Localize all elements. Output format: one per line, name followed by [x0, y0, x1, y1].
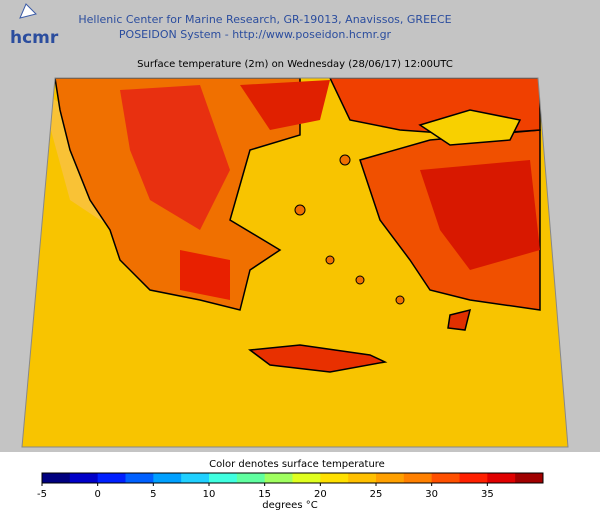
colorbar-block	[376, 473, 405, 483]
colorbar-block	[97, 473, 126, 483]
colorbar-tick-label: -5	[37, 489, 47, 500]
colorbar-block	[348, 473, 377, 483]
colorbar-tick-label: 25	[370, 489, 383, 500]
colorbar-block	[292, 473, 321, 483]
colorbar-block	[515, 473, 544, 483]
colorbar-tick-label: 15	[258, 489, 271, 500]
colorbar-block	[181, 473, 210, 483]
colorbar-tick-label: 30	[425, 489, 438, 500]
colorbar-block	[125, 473, 154, 483]
colorbar-block	[69, 473, 99, 483]
colorbar-tick-label: 10	[203, 489, 216, 500]
colorbar-block	[153, 473, 182, 483]
colorbar-block	[42, 473, 71, 483]
colorbar-tick-label: 20	[314, 489, 327, 500]
logo: hcmr	[10, 28, 59, 48]
colorbar-tick-label: 5	[150, 489, 156, 500]
colorbar-block	[320, 473, 349, 483]
header-line: Hellenic Center for Marine Research, GR-…	[78, 13, 451, 26]
map-title: Surface temperature (2m) on Wednesday (2…	[137, 59, 453, 70]
colorbar-block	[431, 473, 460, 483]
colorbar: -5 0 5 10 15 20 25 30 35	[37, 472, 544, 500]
colorbar-block	[459, 473, 488, 483]
colorbar-title: Color denotes surface temperature	[209, 459, 385, 470]
colorbar-frame	[41, 472, 544, 484]
colorbar-block	[236, 473, 266, 483]
colorbar-block	[209, 473, 238, 483]
header-line: POSEIDON System - http://www.poseidon.hc…	[119, 28, 392, 41]
colorbar-tick-label: 0	[94, 489, 100, 500]
colorbar-block	[403, 473, 433, 483]
colorbar-block	[487, 473, 516, 483]
legend-panel	[0, 452, 600, 518]
map	[22, 78, 568, 447]
colorbar-tick-label: 35	[481, 489, 494, 500]
logo-icon	[19, 3, 37, 19]
colorbar-block	[264, 473, 293, 483]
map-frame	[21, 77, 569, 448]
colorbar-unit: degrees °C	[262, 500, 317, 511]
